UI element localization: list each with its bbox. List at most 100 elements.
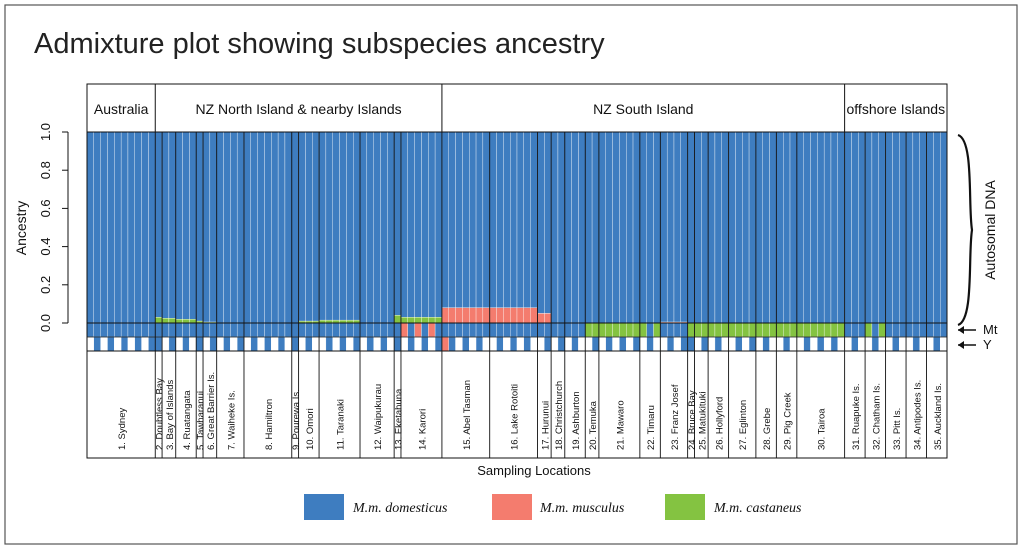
mt-cell	[694, 322, 702, 338]
y-cell	[414, 336, 422, 352]
y-cell	[728, 336, 736, 352]
region-header: Australia NZ North Island & nearby Island…	[86, 83, 948, 133]
bar-domesticus	[182, 131, 190, 320]
mt-cell	[619, 322, 627, 338]
mt-cell	[585, 322, 593, 338]
mt-cell	[127, 322, 135, 338]
bar-domesticus	[243, 131, 251, 324]
region-label: NZ North Island & nearby Islands	[195, 101, 401, 117]
y-cell	[230, 336, 238, 352]
bar-domesticus	[878, 131, 886, 324]
bar-domesticus	[605, 131, 613, 324]
bar-domesticus	[325, 131, 333, 321]
y-tick-label: 0.4	[38, 238, 53, 256]
mt-cell	[312, 322, 320, 338]
mt-cell	[305, 322, 313, 338]
y-cell	[421, 336, 429, 352]
y-cell	[680, 336, 688, 352]
y-cell	[489, 336, 497, 352]
bar-domesticus	[844, 131, 852, 324]
population-label: 8. Hamiltron	[264, 399, 275, 450]
bar-domesticus	[441, 131, 449, 308]
y-cell	[325, 336, 333, 352]
y-cell	[557, 336, 565, 352]
bar-musculus	[475, 307, 484, 324]
mt-cell	[714, 322, 722, 338]
bar-domesticus	[714, 131, 722, 324]
autosomal-label: Autosomal DNA	[982, 180, 998, 280]
bar-domesticus	[434, 131, 443, 318]
y-cell	[407, 336, 415, 352]
mt-cell	[776, 322, 784, 338]
y-cell	[796, 336, 804, 352]
bar-domesticus	[380, 131, 388, 324]
y-cell	[509, 336, 518, 352]
bar-domesticus	[284, 131, 292, 324]
bar-domesticus	[912, 131, 920, 324]
mt-cell	[530, 322, 538, 338]
population-label: 4. Ruatangata	[182, 390, 193, 450]
y-cell	[701, 336, 709, 352]
bar-musculus	[516, 307, 525, 324]
bar-domesticus	[400, 131, 408, 318]
bar-domesticus	[755, 131, 763, 324]
bar-domesticus	[639, 131, 647, 324]
mt-cell	[523, 322, 531, 338]
mt-cell	[230, 322, 238, 338]
y-cell	[209, 336, 217, 352]
population-label: 2. Doubtless Bay	[155, 378, 166, 450]
y-cell	[912, 336, 920, 352]
bar-domesticus	[550, 131, 559, 324]
mt-cell	[728, 322, 736, 338]
mt-cell	[380, 322, 388, 338]
y-cell	[196, 336, 204, 352]
bar-domesticus	[544, 131, 552, 314]
bar-musculus	[496, 307, 504, 324]
bar-castaneus	[161, 318, 170, 324]
y-cell	[632, 336, 641, 352]
bar-domesticus	[86, 131, 95, 324]
bar-domesticus	[851, 131, 859, 324]
mt-cell	[851, 322, 859, 338]
bar-domesticus	[701, 131, 709, 324]
y-tick-label: 0.6	[38, 199, 53, 217]
mt-cell	[366, 322, 374, 338]
bar-domesticus	[748, 131, 757, 324]
mt-cell	[298, 322, 306, 338]
bar-domesticus	[632, 131, 641, 324]
mt-cell	[107, 322, 115, 338]
bar-domesticus	[721, 131, 729, 324]
mt-cell	[646, 322, 654, 338]
bar-domesticus	[230, 131, 238, 324]
bar-castaneus	[155, 317, 163, 324]
y-cell	[735, 336, 743, 352]
bar-domesticus	[503, 131, 511, 308]
bar-domesticus	[837, 131, 845, 324]
y-cell	[271, 336, 279, 352]
y-arrow-icon	[958, 341, 976, 349]
y-cell	[434, 336, 443, 352]
region-label: NZ South Island	[593, 101, 693, 117]
mt-cell	[537, 322, 545, 338]
y-cell	[755, 336, 763, 352]
mt-cell	[509, 322, 518, 338]
bar-domesticus	[373, 131, 381, 324]
population-label: 16. Lake Rotoiti	[510, 384, 521, 450]
bar-domesticus	[475, 131, 484, 308]
mt-cell	[189, 322, 197, 338]
mt-cell	[482, 322, 490, 338]
bar-domesticus	[189, 131, 197, 320]
mt-cell	[93, 322, 101, 338]
mt-cell	[735, 322, 743, 338]
y-tick-label: 0.2	[38, 276, 53, 294]
bar-musculus	[441, 307, 449, 324]
y-cell	[619, 336, 627, 352]
mt-cell	[687, 322, 695, 338]
bar-domesticus	[810, 131, 818, 324]
population-label: 32. Chatham Is.	[871, 383, 882, 450]
bar-domesticus	[366, 131, 374, 324]
population-label: 31. Ruapuke Is.	[851, 383, 862, 450]
bar-domesticus	[264, 131, 272, 324]
y-cell	[707, 336, 716, 352]
y-cell	[318, 336, 327, 352]
